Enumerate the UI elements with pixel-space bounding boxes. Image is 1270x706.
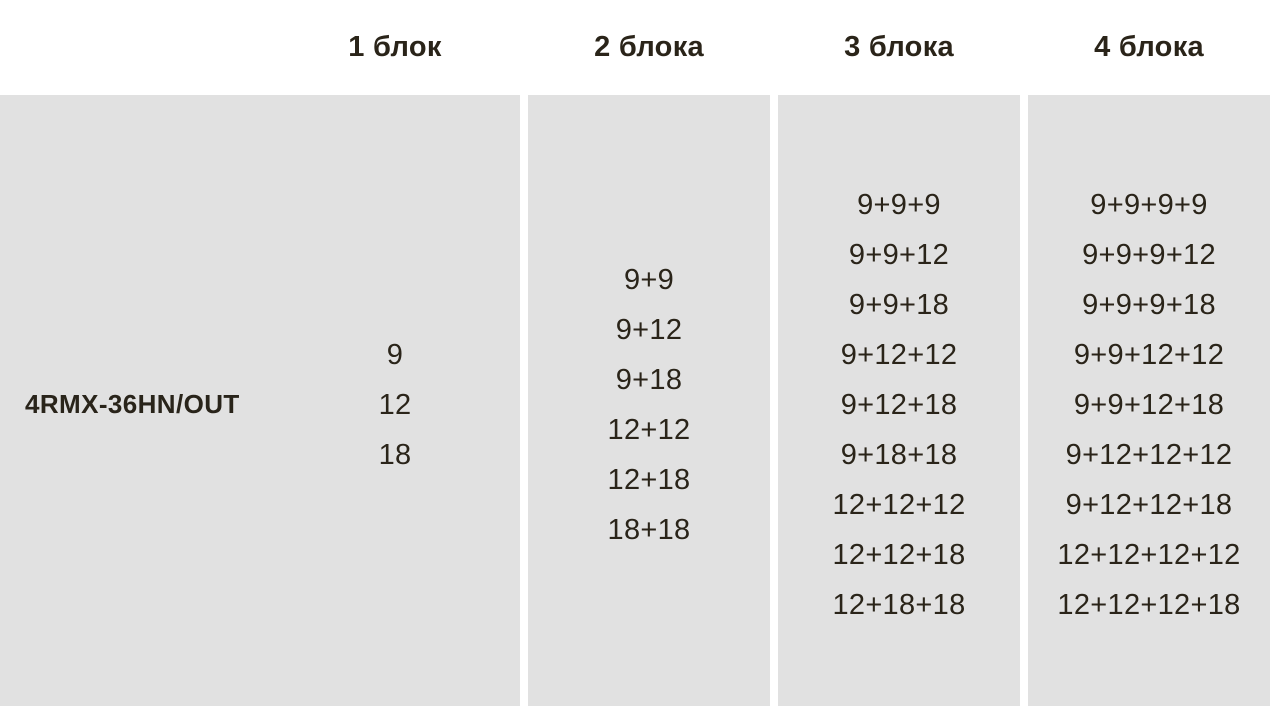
combination-value: 9+9+12+12 <box>1073 338 1225 371</box>
combination-value: 12+12+18 <box>832 538 966 571</box>
column-header-2-blocks: 2 блока <box>528 0 770 95</box>
combination-value: 12+12+12+18 <box>1057 588 1241 621</box>
combination-value: 12 <box>378 388 412 421</box>
column-gap <box>1020 0 1028 95</box>
column-gap <box>520 0 528 95</box>
row-label-cell: 4RMX-36HN/OUT <box>0 95 270 706</box>
column-header-3-blocks: 3 блока <box>778 0 1020 95</box>
combination-value: 12+12+12+12 <box>1057 538 1241 571</box>
combination-value: 9+18 <box>615 363 683 396</box>
column-gap <box>1020 95 1028 706</box>
product-model-label: 4RMX-36HN/OUT <box>25 389 240 419</box>
header-spacer <box>0 0 270 95</box>
combination-value: 9+18+18 <box>840 438 958 471</box>
combination-list-3-blocks: 9+9+9 9+9+12 9+9+18 9+12+12 9+12+18 9+18… <box>778 95 1020 706</box>
combination-value: 9+9+9+18 <box>1082 288 1216 321</box>
combination-value: 12+18 <box>607 463 691 496</box>
combination-value: 9+9+9+12 <box>1082 238 1216 271</box>
combination-list-4-blocks: 9+9+9+9 9+9+9+12 9+9+9+18 9+9+12+12 9+9+… <box>1028 95 1270 706</box>
combination-value: 9+12+12 <box>840 338 958 371</box>
cell-1-block: 9 12 18 <box>270 95 520 706</box>
combination-value: 9+9+12 <box>848 238 950 271</box>
combination-value: 12+12+12 <box>832 488 966 521</box>
combination-value: 9 <box>386 338 404 371</box>
combination-value: 9+12+18 <box>840 388 958 421</box>
cell-2-blocks: 9+9 9+12 9+18 12+12 12+18 18+18 <box>528 95 770 706</box>
combination-list-2-blocks: 9+9 9+12 9+18 12+12 12+18 18+18 <box>528 95 770 706</box>
combination-value: 9+9+9 <box>857 188 941 221</box>
combination-value: 9+12+12+12 <box>1065 438 1233 471</box>
combination-value: 12+12 <box>607 413 691 446</box>
combination-value: 9+12 <box>615 313 683 346</box>
combination-value: 9+12+12+18 <box>1065 488 1233 521</box>
combination-value: 12+18+18 <box>832 588 966 621</box>
combination-value: 18+18 <box>607 513 691 546</box>
column-header-4-blocks: 4 блока <box>1028 0 1270 95</box>
combination-value: 9+9 <box>623 263 675 296</box>
combination-value: 9+9+12+18 <box>1073 388 1225 421</box>
column-header-1-block: 1 блок <box>270 0 520 95</box>
cell-3-blocks: 9+9+9 9+9+12 9+9+18 9+12+12 9+12+18 9+18… <box>778 95 1020 706</box>
cell-4-blocks: 9+9+9+9 9+9+9+12 9+9+9+18 9+9+12+12 9+9+… <box>1028 95 1270 706</box>
combination-value: 9+9+9+9 <box>1090 188 1208 221</box>
combination-value: 9+9+18 <box>848 288 950 321</box>
column-gap <box>770 0 778 95</box>
column-gap <box>770 95 778 706</box>
combination-list-1-block: 9 12 18 <box>270 95 520 706</box>
column-gap <box>520 95 528 706</box>
combination-value: 18 <box>378 438 412 471</box>
